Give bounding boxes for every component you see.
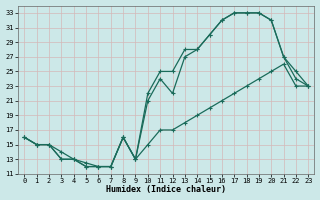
X-axis label: Humidex (Indice chaleur): Humidex (Indice chaleur) [106,185,226,194]
